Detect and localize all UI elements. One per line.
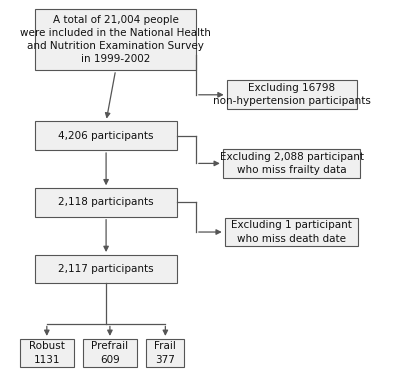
Text: 4,206 participants: 4,206 participants xyxy=(58,131,154,141)
Text: 2,118 participants: 2,118 participants xyxy=(58,197,154,207)
FancyBboxPatch shape xyxy=(35,121,177,150)
Text: A total of 21,004 people
were included in the National Health
and Nutrition Exam: A total of 21,004 people were included i… xyxy=(20,15,211,64)
Text: Excluding 1 participant
who miss death date: Excluding 1 participant who miss death d… xyxy=(231,220,352,243)
Text: 2,117 participants: 2,117 participants xyxy=(58,264,154,274)
FancyBboxPatch shape xyxy=(146,339,184,367)
Text: Robust
1131: Robust 1131 xyxy=(29,341,65,365)
FancyBboxPatch shape xyxy=(83,339,137,367)
FancyBboxPatch shape xyxy=(35,188,177,217)
FancyBboxPatch shape xyxy=(223,149,360,178)
Text: Prefrail
609: Prefrail 609 xyxy=(91,341,128,365)
FancyBboxPatch shape xyxy=(35,255,177,283)
FancyBboxPatch shape xyxy=(225,218,358,246)
Text: Excluding 16798
non-hypertension participants: Excluding 16798 non-hypertension partici… xyxy=(213,83,370,106)
FancyBboxPatch shape xyxy=(226,81,356,109)
FancyBboxPatch shape xyxy=(35,9,196,70)
Text: Excluding 2,088 participant
who miss frailty data: Excluding 2,088 participant who miss fra… xyxy=(220,152,364,175)
Text: Frail
377: Frail 377 xyxy=(154,341,176,365)
FancyBboxPatch shape xyxy=(20,339,74,367)
